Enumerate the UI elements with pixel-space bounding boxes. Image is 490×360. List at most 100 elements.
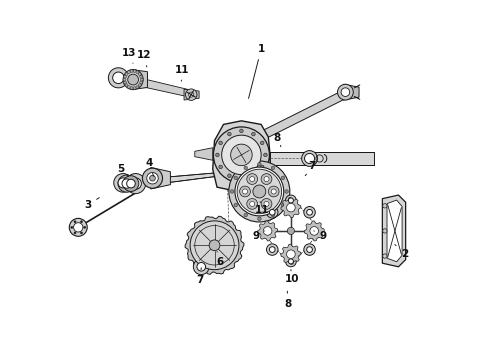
Circle shape <box>126 179 135 188</box>
Circle shape <box>244 166 247 170</box>
Circle shape <box>74 223 83 232</box>
Circle shape <box>147 172 158 184</box>
Circle shape <box>263 226 272 235</box>
Circle shape <box>130 70 133 73</box>
Circle shape <box>383 229 387 233</box>
Polygon shape <box>195 148 213 160</box>
Polygon shape <box>281 244 301 264</box>
Circle shape <box>194 259 209 275</box>
Circle shape <box>118 178 128 188</box>
Circle shape <box>267 207 278 218</box>
Text: 6: 6 <box>216 252 223 267</box>
Circle shape <box>267 244 278 255</box>
Circle shape <box>243 189 247 194</box>
Circle shape <box>383 204 387 208</box>
Circle shape <box>269 186 279 197</box>
Circle shape <box>240 177 243 181</box>
Circle shape <box>289 198 294 203</box>
Circle shape <box>221 135 261 175</box>
Text: 2: 2 <box>395 244 408 258</box>
Circle shape <box>74 232 76 234</box>
Circle shape <box>209 240 220 251</box>
Circle shape <box>136 86 139 89</box>
Circle shape <box>190 221 239 270</box>
Circle shape <box>289 259 294 264</box>
Polygon shape <box>151 167 171 189</box>
Circle shape <box>197 262 205 271</box>
Circle shape <box>128 74 139 85</box>
Circle shape <box>130 87 133 90</box>
Circle shape <box>307 247 313 252</box>
Circle shape <box>149 175 155 181</box>
Circle shape <box>118 175 135 192</box>
Polygon shape <box>304 221 324 241</box>
Circle shape <box>237 169 282 214</box>
Circle shape <box>84 226 86 228</box>
Circle shape <box>80 232 82 234</box>
Circle shape <box>108 68 128 88</box>
Circle shape <box>244 213 247 217</box>
Circle shape <box>264 201 269 206</box>
Polygon shape <box>122 73 195 98</box>
Circle shape <box>271 189 276 194</box>
Circle shape <box>228 132 231 136</box>
Circle shape <box>304 244 315 255</box>
Circle shape <box>123 176 139 192</box>
Circle shape <box>231 144 252 166</box>
Circle shape <box>123 69 143 90</box>
Circle shape <box>143 168 163 188</box>
Circle shape <box>235 167 284 216</box>
Text: 4: 4 <box>145 158 154 176</box>
Circle shape <box>127 86 130 89</box>
Circle shape <box>140 75 143 78</box>
Circle shape <box>264 153 267 157</box>
Circle shape <box>383 254 387 258</box>
Circle shape <box>130 178 141 189</box>
Text: 12: 12 <box>137 50 151 67</box>
Circle shape <box>123 78 126 81</box>
Polygon shape <box>382 195 406 267</box>
Circle shape <box>74 221 76 223</box>
Circle shape <box>234 176 238 180</box>
Circle shape <box>230 190 234 193</box>
Circle shape <box>240 186 250 197</box>
Circle shape <box>216 153 219 157</box>
Circle shape <box>264 176 269 181</box>
Circle shape <box>252 132 255 136</box>
Circle shape <box>219 141 222 145</box>
Circle shape <box>114 174 132 192</box>
Polygon shape <box>281 198 301 218</box>
Circle shape <box>260 141 264 145</box>
Circle shape <box>270 210 275 215</box>
Polygon shape <box>343 84 359 100</box>
Circle shape <box>125 84 128 86</box>
Circle shape <box>270 247 275 252</box>
Circle shape <box>127 71 130 73</box>
Circle shape <box>69 219 87 236</box>
Circle shape <box>287 227 294 234</box>
Text: 10: 10 <box>284 270 299 284</box>
Text: 1: 1 <box>248 44 265 98</box>
Circle shape <box>341 88 350 96</box>
Polygon shape <box>166 173 216 183</box>
Text: 9: 9 <box>252 231 265 240</box>
Circle shape <box>281 203 285 207</box>
Circle shape <box>310 226 318 235</box>
Circle shape <box>133 70 136 73</box>
Text: 11: 11 <box>255 202 270 216</box>
Text: 9: 9 <box>314 231 327 240</box>
Circle shape <box>125 174 146 194</box>
Circle shape <box>261 174 272 184</box>
Circle shape <box>80 221 82 223</box>
Circle shape <box>229 161 290 222</box>
Polygon shape <box>258 221 278 241</box>
Text: 11: 11 <box>175 64 190 81</box>
Circle shape <box>219 165 222 169</box>
Circle shape <box>140 81 143 84</box>
Circle shape <box>304 153 315 163</box>
Circle shape <box>125 73 128 76</box>
Text: 13: 13 <box>122 48 137 63</box>
Circle shape <box>123 81 126 84</box>
Circle shape <box>138 84 141 86</box>
Polygon shape <box>185 216 244 274</box>
